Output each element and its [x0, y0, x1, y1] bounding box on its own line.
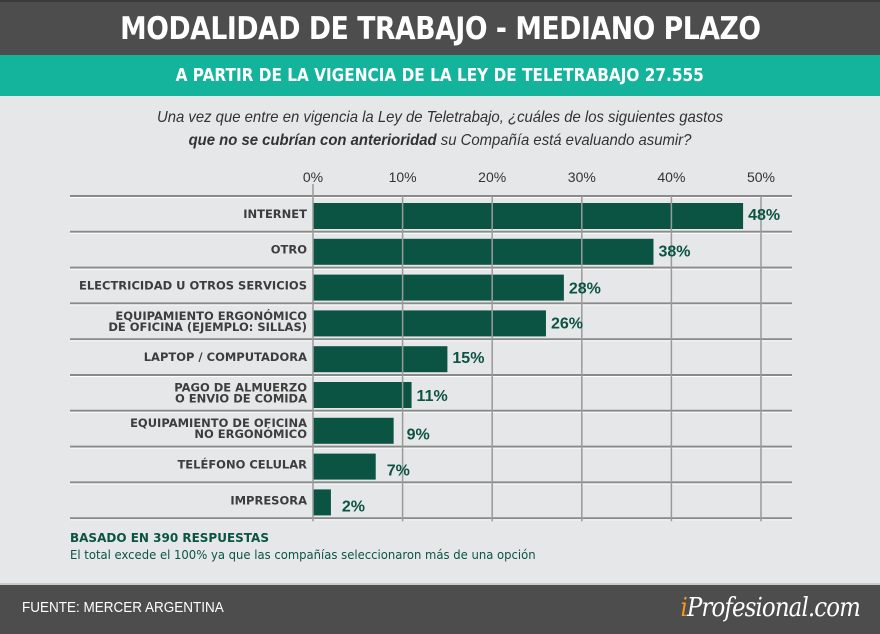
tick-label: 30%	[568, 169, 596, 185]
category-label: LAPTOP / COMPUTADORA	[144, 350, 307, 364]
bar	[313, 489, 331, 516]
category-labels: INTERNET OTRO ELECTRICIDAD U OTROS SERVICI…	[79, 207, 307, 507]
subtitle-band: A PARTIR DE LA VIGENCIA DE LA LEY DE TEL…	[0, 55, 880, 96]
category-label: IMPRESORA	[230, 493, 307, 507]
question-line-2-rest: su Compañía está evaluando asumir?	[436, 132, 692, 149]
source-text: FUENTE: MERCER ARGENTINA	[22, 599, 224, 616]
chart-title: MODALIDAD DE TRABAJO - MEDIANO PLAZO	[119, 10, 761, 47]
iprofesional-logo: iProfesional.com	[680, 593, 861, 623]
bar	[313, 417, 394, 444]
category-label: DE OFICINA (EJEMPLO: SILLAS)	[108, 320, 307, 334]
value-label: 7%	[387, 463, 410, 480]
value-label: 38%	[658, 244, 690, 261]
survey-question: Una vez que entre en vigencia la Ley de …	[0, 106, 880, 152]
value-label: 11%	[417, 388, 448, 405]
bar	[313, 203, 744, 229]
bar	[313, 238, 654, 265]
category-label: EQUIPAMIENTO DE OFICINA	[130, 416, 307, 430]
disclaimer-note: El total excede el 100% ya que las compa…	[70, 547, 536, 562]
value-labels: 48% 38% 28% 26% 15% 11% 9% 7% 2%	[342, 207, 780, 515]
value-label: 26%	[551, 315, 583, 332]
value-label: 28%	[569, 281, 601, 298]
question-line-1: Una vez que entre en vigencia la Ley de …	[156, 109, 724, 126]
value-label: 2%	[342, 498, 365, 515]
tick-label: 50%	[747, 169, 775, 185]
title-band: MODALIDAD DE TRABAJO - MEDIANO PLAZO	[0, 0, 880, 55]
gridlines	[312, 184, 762, 522]
category-label: O ENVIO DE COMIDA	[175, 391, 307, 405]
category-label: NO ERGONÓMICO	[194, 426, 307, 441]
tick-label: 10%	[389, 169, 417, 185]
bar	[313, 382, 412, 408]
question-line-2: que no se cubrían con anterioridad su Co…	[31, 129, 849, 152]
bar	[313, 453, 376, 480]
category-label: EQUIPAMIENTO ERGONÓMICO	[115, 308, 307, 323]
category-label: PAGO DE ALMUERZO	[174, 380, 307, 394]
bar	[313, 310, 546, 337]
chart-notes: BASADO EN 390 RESPUESTAS El total excede…	[70, 530, 571, 563]
question-emphasis: que no se cubrían con anterioridad	[188, 132, 437, 149]
tick-label: 40%	[657, 169, 685, 185]
footer: FUENTE: MERCER ARGENTINA iProfesional.co…	[0, 583, 880, 634]
bar	[313, 274, 564, 301]
value-label: 48%	[748, 207, 780, 224]
tick-label: 0%	[303, 169, 323, 185]
base-note: BASADO EN 390 RESPUESTAS	[70, 531, 269, 545]
tick-label: 20%	[478, 169, 506, 185]
category-label: INTERNET	[243, 207, 307, 221]
logo-text: Profesional.com	[686, 593, 861, 623]
category-label: OTRO	[271, 243, 307, 257]
category-label: TELÉFONO CELULAR	[177, 457, 307, 472]
value-label: 15%	[452, 350, 484, 367]
bar	[313, 346, 448, 373]
category-label: ELECTRICIDAD U OTROS SERVICIOS	[79, 279, 307, 293]
logo-i: i	[680, 593, 688, 623]
value-label: 9%	[407, 427, 430, 444]
tick-labels: 0% 10% 20% 30% 40% 50%	[303, 169, 775, 185]
chart-subtitle: A PARTIR DE LA VIGENCIA DE LA LEY DE TEL…	[175, 65, 705, 86]
